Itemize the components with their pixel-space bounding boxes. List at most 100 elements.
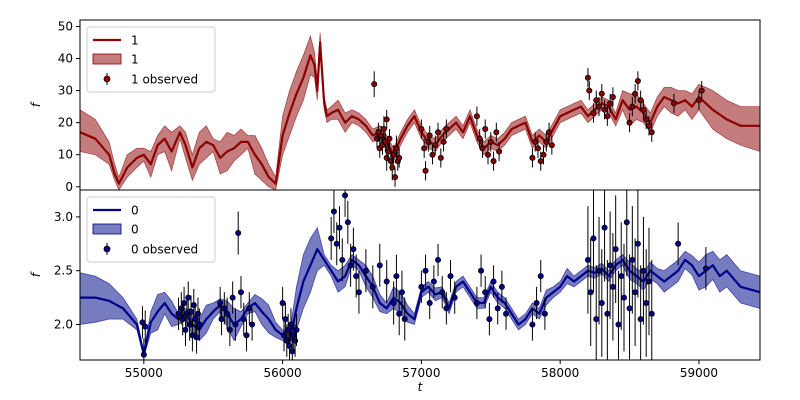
x-axis: 55000 56000 57000 58000 59000 (125, 360, 718, 380)
x-tick-label: 55000 (125, 366, 163, 380)
bottom-observed-point (490, 278, 497, 285)
bottom-observed-point (282, 316, 289, 323)
bottom-observed-point (353, 273, 360, 280)
x-axis-label: t (418, 380, 424, 394)
bottom-observed-point (604, 310, 611, 317)
bottom-observed-point (246, 305, 253, 312)
top-observed-point (421, 145, 428, 152)
bottom-observed-point (287, 321, 294, 328)
bottom-observed-point (336, 224, 343, 231)
bottom-observed-point (330, 208, 337, 215)
bottom-observed-point (498, 283, 505, 290)
bottom-confidence-band (80, 226, 760, 359)
bottom-observed-point (640, 267, 647, 274)
top-observed-point (473, 113, 480, 120)
top-observed-point (482, 126, 489, 133)
top-observed-point (598, 90, 605, 97)
bottom-observed-point (615, 321, 622, 328)
bottom-observed-point (339, 256, 346, 263)
bottom-observed-point (430, 278, 437, 285)
bottom-observed-point (286, 343, 293, 350)
top-observed-point (607, 100, 614, 107)
bottom-observed-point (439, 289, 446, 296)
bottom-observed-point (401, 316, 408, 323)
bottom-observed-point (396, 310, 403, 317)
bottom-observed-point (243, 332, 250, 339)
bottom-legend-line-label: 0 (131, 204, 139, 218)
top-observed-point (476, 135, 483, 142)
bottom-observed-point (621, 294, 628, 301)
bottom-observed-point (293, 326, 300, 333)
top-observed-point (432, 142, 439, 149)
bottom-observed-point (637, 316, 644, 323)
bottom-observed-point (537, 273, 544, 280)
top-y-tick-label: 40 (58, 51, 73, 65)
top-observed-point (546, 129, 553, 136)
bottom-y-axis-label: f (29, 271, 43, 277)
bottom-observed-point (279, 299, 286, 306)
bottom-observed-point (221, 305, 228, 312)
bottom-legend-points-label: 0 observed (131, 243, 198, 257)
top-observed-point (670, 100, 677, 107)
top-observed-point (484, 151, 491, 158)
top-observed-point (543, 138, 550, 145)
bottom-observed-point (596, 267, 603, 274)
top-observed-point (422, 167, 429, 174)
top-observed-point (386, 135, 393, 142)
bottom-observed-point (229, 294, 236, 301)
top-observed-point (534, 145, 541, 152)
bottom-observed-point (443, 305, 450, 312)
bottom-observed-point (249, 321, 256, 328)
bottom-observed-point (426, 299, 433, 306)
top-observed-point (548, 142, 555, 149)
top-observed-point (643, 116, 650, 123)
bottom-observed-points (139, 190, 709, 360)
top-series-line (80, 41, 760, 185)
top-observed-point (640, 106, 647, 113)
bottom-observed-point (369, 283, 376, 290)
bottom-observed-point (376, 262, 383, 269)
top-observed-point (632, 90, 639, 97)
bottom-observed-point (643, 299, 650, 306)
bottom-observed-point (601, 224, 608, 231)
top-legend-line-label: 1 (131, 34, 139, 48)
top-observed-point (626, 119, 633, 126)
top-y-tick-label: 0 (65, 180, 73, 194)
bottom-observed-point (435, 256, 442, 263)
top-observed-point (487, 138, 494, 145)
bottom-observed-point (648, 310, 655, 317)
bottom-observed-point (350, 246, 357, 253)
bottom-observed-point (609, 283, 616, 290)
top-observed-point (648, 129, 655, 136)
top-plot-area (80, 32, 760, 190)
bottom-plot-area (80, 190, 760, 360)
bottom-observed-point (355, 289, 362, 296)
bottom-axes-frame (79, 189, 761, 361)
top-observed-point (537, 158, 544, 165)
top-observed-point (584, 74, 591, 81)
top-observed-point (604, 113, 611, 120)
x-tick-label: 56000 (264, 366, 302, 380)
top-observed-point (645, 122, 652, 129)
bottom-observed-point (196, 321, 203, 328)
bottom-observed-point (629, 256, 636, 263)
top-observed-point (637, 97, 644, 104)
bottom-observed-point (623, 219, 630, 226)
bottom-observed-point (188, 308, 195, 315)
top-observed-point (496, 148, 503, 155)
bottom-observed-point (702, 265, 709, 272)
bottom-y-tick-label: 2.5 (54, 264, 73, 278)
bottom-observed-point (590, 235, 597, 242)
bottom-observed-point (447, 273, 454, 280)
x-tick-label: 58000 (541, 366, 579, 380)
bottom-observed-point (618, 273, 625, 280)
bottom-y-axis: 2.0 2.5 3.0 (54, 210, 80, 331)
top-observed-point (371, 81, 378, 88)
bottom-observed-point (383, 278, 390, 285)
bottom-y-tick-label: 2.0 (54, 317, 73, 331)
bottom-observed-point (541, 310, 548, 317)
bottom-legend: 0 0 0 observed (86, 196, 216, 263)
top-observed-point (393, 145, 400, 152)
bottom-observed-point (362, 267, 369, 274)
bottom-observed-point (533, 299, 540, 306)
